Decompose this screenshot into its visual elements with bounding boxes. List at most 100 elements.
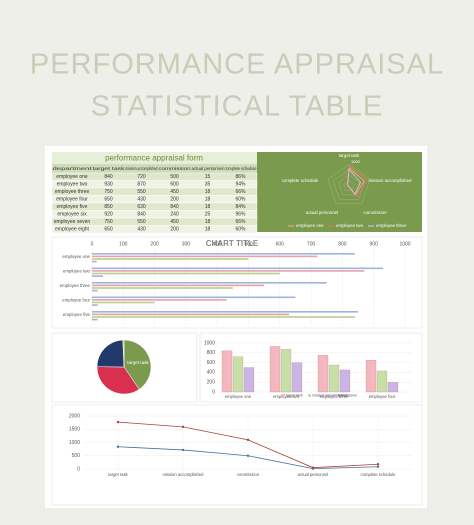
bar — [92, 282, 327, 284]
radar-label: target task — [339, 153, 360, 158]
bar — [92, 296, 296, 299]
column-header: complete schedule — [225, 166, 257, 171]
bar — [291, 362, 303, 393]
cell: employee one — [56, 174, 88, 180]
cell: 930 — [104, 182, 113, 188]
point — [376, 465, 380, 468]
radar-grid — [343, 180, 355, 191]
x-tick-label: actual personnel — [298, 472, 329, 477]
y-tick-label: employee one — [62, 254, 90, 259]
x-tick-label: 700 — [307, 241, 316, 247]
cell: 430 — [137, 197, 146, 203]
cell: 35 — [205, 182, 211, 188]
cell: 550 — [137, 189, 146, 195]
y-tick-label: 2000 — [69, 413, 80, 419]
bar — [243, 367, 255, 393]
bar — [280, 349, 292, 393]
x-tick-label: employee one — [225, 394, 252, 399]
y-tick-label: employee four — [62, 298, 90, 303]
point — [116, 445, 120, 448]
cell: 60% — [235, 227, 246, 233]
bar — [92, 289, 98, 292]
pie-slice — [96, 339, 125, 368]
bar — [232, 356, 244, 393]
legend-swatch — [282, 394, 285, 397]
x-tick-label: 400 — [213, 241, 222, 247]
cell: 15 — [205, 174, 211, 180]
cell: employee eight — [55, 227, 90, 233]
cell: employee five — [57, 204, 88, 210]
x-tick-label: 600 — [276, 241, 285, 247]
y-tick-label: 1000 — [69, 440, 80, 446]
bar — [92, 275, 103, 277]
y-tick-label: employee five — [63, 312, 91, 317]
legend-label: target task — [286, 393, 303, 397]
y-tick-label: 0 — [212, 389, 215, 395]
bar — [221, 350, 233, 393]
table-title: performance appraisal form — [105, 154, 203, 163]
title: STATISTICAL TABLE — [91, 91, 384, 123]
cell: 18 — [205, 219, 211, 225]
cell: 60% — [235, 197, 246, 203]
legend-swatch — [334, 394, 337, 397]
header-bg — [52, 164, 257, 173]
y-tick-label: 1000 — [204, 340, 215, 346]
x-tick-label: 1000 — [399, 241, 410, 247]
cell: 18 — [205, 204, 211, 210]
point — [246, 454, 250, 457]
y-tick-label: 400 — [207, 370, 216, 376]
radar-label: mission accomplished — [369, 178, 413, 183]
bar — [92, 301, 155, 304]
x-tick-label: employee two — [273, 394, 300, 399]
bar — [92, 270, 365, 272]
bar — [317, 355, 329, 393]
x-tick-label: 900 — [370, 241, 379, 247]
cell: 450 — [170, 189, 179, 195]
cell: 240 — [170, 212, 179, 218]
x-tick-label: complete schedule — [361, 472, 397, 477]
pie-slice — [122, 339, 125, 368]
cell: 66% — [235, 219, 246, 225]
cell: 18 — [205, 189, 211, 195]
cell: 650 — [104, 197, 113, 203]
legend-label: employee two — [336, 223, 364, 228]
cell: 200 — [170, 197, 179, 203]
pie-slice — [123, 339, 152, 390]
radar-label: complete schedule — [282, 178, 319, 183]
y-tick-label: employee two — [63, 269, 91, 274]
cell: 840 — [104, 174, 113, 180]
cell: 94% — [235, 182, 246, 188]
bar — [92, 253, 355, 255]
chart-title: CHART TITLE — [206, 239, 259, 248]
cell: 84% — [235, 204, 246, 210]
column-header: actual personnel — [192, 166, 224, 171]
radar-label: actual personnel — [306, 210, 338, 215]
table-title-bg — [52, 152, 257, 164]
radar-series — [347, 168, 361, 195]
cell: 18 — [205, 197, 211, 203]
y-tick-label: 200 — [207, 380, 216, 386]
x-tick-label: 200 — [150, 241, 159, 247]
y-tick-label: 600 — [207, 360, 216, 366]
radar-label: commission — [363, 210, 387, 215]
cell: 550 — [137, 219, 146, 225]
cell: 66% — [235, 189, 246, 195]
column-header: commission — [159, 166, 192, 171]
cell: 630 — [137, 204, 146, 210]
bar — [92, 260, 97, 263]
y-tick-label: 800 — [207, 350, 216, 356]
x-tick-label: 500 — [244, 241, 253, 247]
bar — [92, 284, 265, 287]
bar — [376, 370, 388, 393]
bar — [339, 369, 351, 393]
bar — [92, 267, 384, 270]
radar-grid — [338, 174, 360, 196]
bar — [92, 313, 290, 316]
point — [181, 425, 185, 429]
row-bg — [51, 225, 258, 234]
title: PERFORMANCE APPRAISAL — [30, 49, 444, 81]
cell: 920 — [104, 212, 113, 218]
bar — [92, 304, 98, 306]
y-tick-label: employee three — [60, 283, 91, 288]
column-header: target task — [93, 166, 126, 171]
